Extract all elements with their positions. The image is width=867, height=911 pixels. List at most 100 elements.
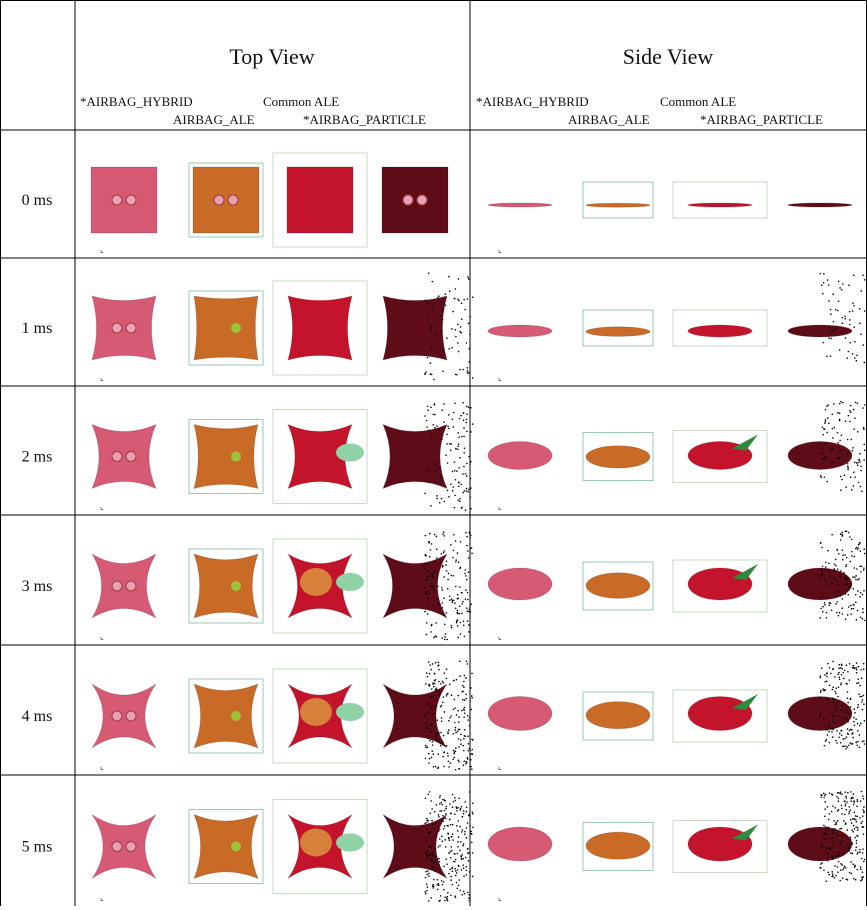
particle xyxy=(839,595,842,597)
airbag-side xyxy=(787,202,853,208)
particle xyxy=(823,832,826,834)
particle xyxy=(465,660,468,663)
particle xyxy=(445,744,448,747)
particle xyxy=(853,720,855,723)
particle xyxy=(449,717,451,719)
particle xyxy=(466,413,468,416)
particle xyxy=(433,672,436,675)
particle xyxy=(861,820,863,823)
vent xyxy=(231,451,241,462)
particle xyxy=(470,687,472,689)
particle xyxy=(848,806,850,808)
particle xyxy=(469,333,471,336)
particle xyxy=(451,418,454,421)
particle xyxy=(440,880,443,882)
particle xyxy=(819,716,822,718)
particle xyxy=(850,872,853,875)
particle xyxy=(424,891,427,893)
particle xyxy=(861,740,864,743)
particle xyxy=(437,830,440,833)
particle xyxy=(834,865,836,867)
particle xyxy=(821,447,824,449)
vent xyxy=(125,322,137,334)
particle xyxy=(462,810,465,812)
particle xyxy=(443,597,445,600)
particle xyxy=(846,732,849,735)
particle xyxy=(836,742,838,744)
particle xyxy=(834,828,836,830)
particle xyxy=(845,556,848,559)
particle xyxy=(849,341,852,344)
particle xyxy=(832,570,835,572)
particle xyxy=(447,732,449,735)
particle xyxy=(441,803,444,806)
particle xyxy=(452,599,455,602)
particle xyxy=(853,828,856,830)
particle xyxy=(856,568,858,570)
particle xyxy=(853,576,856,578)
particle xyxy=(427,832,430,834)
particle xyxy=(456,470,458,472)
particle xyxy=(463,680,465,683)
particle xyxy=(459,541,462,543)
particle xyxy=(456,730,459,733)
particle xyxy=(841,558,844,561)
airbag-side xyxy=(585,701,651,730)
particle xyxy=(451,470,454,473)
particle xyxy=(464,572,466,575)
particle xyxy=(467,276,469,278)
particle xyxy=(841,449,844,452)
particle xyxy=(457,738,460,740)
particle xyxy=(460,507,463,510)
vent xyxy=(231,841,241,852)
particle xyxy=(450,849,453,852)
particle xyxy=(826,729,829,731)
particle xyxy=(463,706,466,709)
particle xyxy=(824,674,826,676)
particle xyxy=(857,851,859,854)
particle xyxy=(837,583,839,586)
particle xyxy=(461,709,463,712)
particle xyxy=(839,741,842,744)
particle xyxy=(840,489,842,491)
particle xyxy=(836,431,839,434)
particle xyxy=(859,591,862,594)
particle xyxy=(848,409,851,412)
particle xyxy=(832,805,834,807)
particle xyxy=(824,561,827,564)
particle xyxy=(823,824,825,827)
particle xyxy=(862,876,865,878)
particle xyxy=(849,697,852,700)
particle xyxy=(468,747,471,750)
particle xyxy=(849,536,851,538)
particle xyxy=(462,844,464,847)
particle xyxy=(426,870,429,872)
particle xyxy=(859,595,861,598)
particle xyxy=(440,720,443,723)
particle xyxy=(438,796,441,799)
particle xyxy=(836,835,839,837)
particle xyxy=(447,891,449,894)
particle xyxy=(453,698,456,701)
particle xyxy=(454,729,456,731)
particle xyxy=(453,461,456,463)
particle xyxy=(436,878,439,881)
particle xyxy=(856,430,859,433)
particle xyxy=(832,660,834,663)
particle xyxy=(840,434,843,437)
particle xyxy=(850,538,853,541)
particle xyxy=(466,822,469,824)
particle xyxy=(457,636,459,639)
row-images: ⌞ ⌞ xyxy=(90,152,853,254)
particle xyxy=(471,672,473,675)
particle xyxy=(852,797,854,799)
particle xyxy=(443,421,445,423)
particle xyxy=(469,315,471,318)
particle xyxy=(848,712,851,714)
particle xyxy=(837,809,840,811)
particle xyxy=(459,621,462,624)
particle xyxy=(458,660,461,662)
particle xyxy=(438,502,441,504)
particle xyxy=(442,531,445,534)
particle xyxy=(438,680,440,683)
